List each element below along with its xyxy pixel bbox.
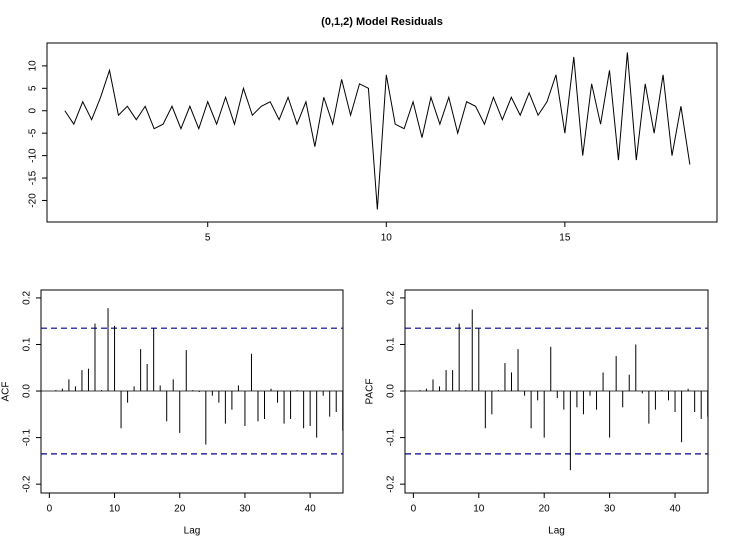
y-tick-label: -5 — [28, 128, 39, 137]
y-tick-label: 0 — [28, 108, 39, 114]
x-tick-label: 20 — [174, 504, 186, 515]
y-tick-label: -0.2 — [386, 475, 397, 493]
x-axis-label: Lag — [184, 526, 201, 537]
x-tick-label: 5 — [205, 233, 211, 244]
x-tick-label: 20 — [539, 504, 551, 515]
y-tick-label: -15 — [28, 170, 39, 185]
y-tick-label: -0.1 — [386, 429, 397, 447]
y-tick-label: -0.2 — [22, 475, 33, 493]
y-tick-label: -20 — [28, 193, 39, 208]
x-tick-label: 40 — [305, 504, 317, 515]
y-tick-label: 0.2 — [386, 291, 397, 305]
y-tick-label: 0.0 — [22, 384, 33, 398]
residual-line — [64, 52, 691, 210]
y-tick-label: 0.0 — [386, 384, 397, 398]
y-tick-label: 5 — [28, 85, 39, 91]
y-tick-label: 0.1 — [386, 337, 397, 351]
plot-frame — [46, 42, 718, 223]
y-tick-label: 0.1 — [22, 337, 33, 351]
x-tick-label: 10 — [473, 504, 485, 515]
y-axis-label: ACF — [1, 382, 12, 402]
x-tick-label: 30 — [239, 504, 251, 515]
x-tick-label: 30 — [604, 504, 616, 515]
x-tick-label: 0 — [411, 504, 417, 515]
chart-title: (0,1,2) Model Residuals — [321, 16, 443, 28]
x-tick-label: 15 — [559, 233, 571, 244]
y-axis-label: PACF — [365, 379, 376, 405]
x-axis-label: Lag — [548, 526, 565, 537]
x-tick-label: 10 — [109, 504, 121, 515]
y-tick-label: -0.1 — [22, 429, 33, 447]
y-tick-label: 10 — [28, 60, 39, 72]
x-tick-label: 10 — [381, 233, 393, 244]
x-tick-label: 0 — [47, 504, 53, 515]
y-tick-label: 0.2 — [22, 291, 33, 305]
y-tick-label: -10 — [28, 148, 39, 163]
x-tick-label: 40 — [669, 504, 681, 515]
